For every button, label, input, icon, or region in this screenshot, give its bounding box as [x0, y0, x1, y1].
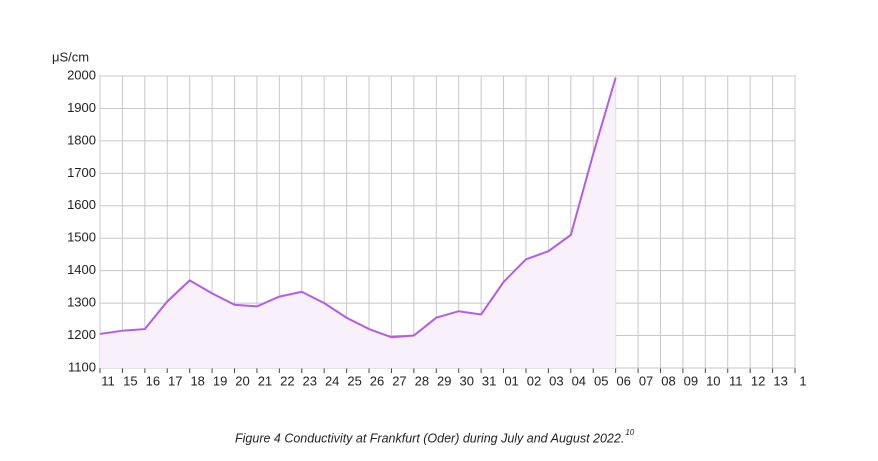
- footnote-mark: 10: [625, 428, 634, 437]
- x-tick-label: 03: [549, 373, 563, 388]
- x-tick-label: 17: [168, 373, 182, 388]
- y-tick-label: 1200: [67, 327, 96, 342]
- y-tick-label: 1500: [67, 230, 96, 245]
- x-tick-label: 15: [123, 373, 137, 388]
- x-tick-label: 07: [639, 373, 653, 388]
- x-tick-label: 02: [527, 373, 541, 388]
- x-tick-label: 13: [773, 373, 787, 388]
- line: [99, 77, 617, 339]
- x-tick-label: 30: [459, 373, 473, 388]
- x-tick-label: 23: [303, 373, 317, 388]
- y-tick-label: 1700: [67, 165, 96, 180]
- x-tick-label: 24: [325, 373, 339, 388]
- y-axis-label: μS/cm: [52, 49, 89, 64]
- y-tick-label: 1300: [67, 295, 96, 310]
- x-tick-label: 06: [616, 373, 630, 388]
- x-tick-label: 26: [370, 373, 384, 388]
- y-tick-label: 1900: [67, 100, 96, 115]
- x-tick-label: 20: [235, 373, 249, 388]
- y-tick-label: 2000: [67, 67, 96, 82]
- x-tick-label: 04: [572, 373, 586, 388]
- x-tick-label: 28: [415, 373, 429, 388]
- x-tick-label: 01: [504, 373, 518, 388]
- x-tick-label: 22: [280, 373, 294, 388]
- y-tick-label: 1600: [67, 197, 96, 212]
- x-tick-label: 1: [799, 373, 806, 388]
- x-tick-label: 05: [594, 373, 608, 388]
- x-tick-label: 19: [213, 373, 227, 388]
- x-tick-label: 27: [392, 373, 406, 388]
- x-tick-label: 08: [661, 373, 675, 388]
- area: [100, 77, 616, 368]
- x-tick-label: 11: [729, 373, 743, 388]
- x-tick-label: 25: [347, 373, 361, 388]
- y-tick-label: 1400: [67, 262, 96, 277]
- x-tick-label: 11: [101, 373, 115, 388]
- x-tick-label: 10: [706, 373, 720, 388]
- caption: Figure 4 Conductivity at Frankfurt (Oder…: [235, 431, 624, 445]
- y-tick-label: 1100: [68, 359, 96, 374]
- x-tick-label: 21: [258, 373, 272, 388]
- x-tick-label: 18: [190, 373, 204, 388]
- y-tick-label: 1800: [67, 132, 96, 147]
- x-tick-label: 29: [437, 373, 451, 388]
- x-tick-label: 09: [684, 373, 698, 388]
- x-tick-label: 12: [751, 373, 765, 388]
- x-tick-label: 16: [146, 373, 160, 388]
- x-tick-label: 31: [482, 373, 496, 388]
